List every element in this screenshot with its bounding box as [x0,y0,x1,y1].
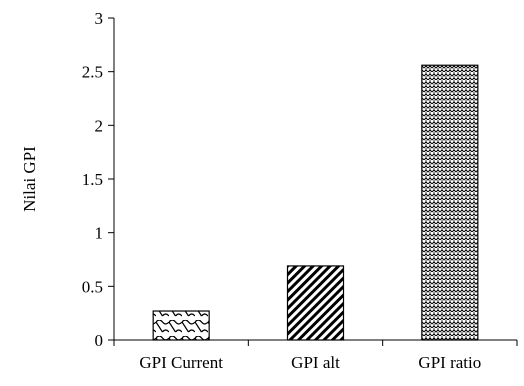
x-tick-label: GPI Current [139,353,223,372]
bar-gpi-ratio [421,64,479,341]
y-tick-label: 2.5 [82,63,103,82]
y-axis-title: Nilai GPI [20,146,39,212]
y-tick-label: 0.5 [82,277,103,296]
y-tick-label: 3 [95,9,104,28]
y-tick-label: 2 [95,116,104,135]
y-tick-label: 1 [95,224,104,243]
x-axis-tick-labels: GPI Current GPI alt GPI ratio [113,340,518,372]
x-tick-label: GPI alt [291,353,340,372]
bars [152,64,479,341]
bar-gpi-alt [286,265,345,341]
bar-gpi-current [152,310,210,341]
x-tick-label: GPI ratio [418,353,481,372]
y-tick-label: 1.5 [82,170,103,189]
y-tick-label: 0 [95,331,104,350]
y-axis-ticks: 0 0.5 1 1.5 2 2.5 3 [82,9,114,350]
